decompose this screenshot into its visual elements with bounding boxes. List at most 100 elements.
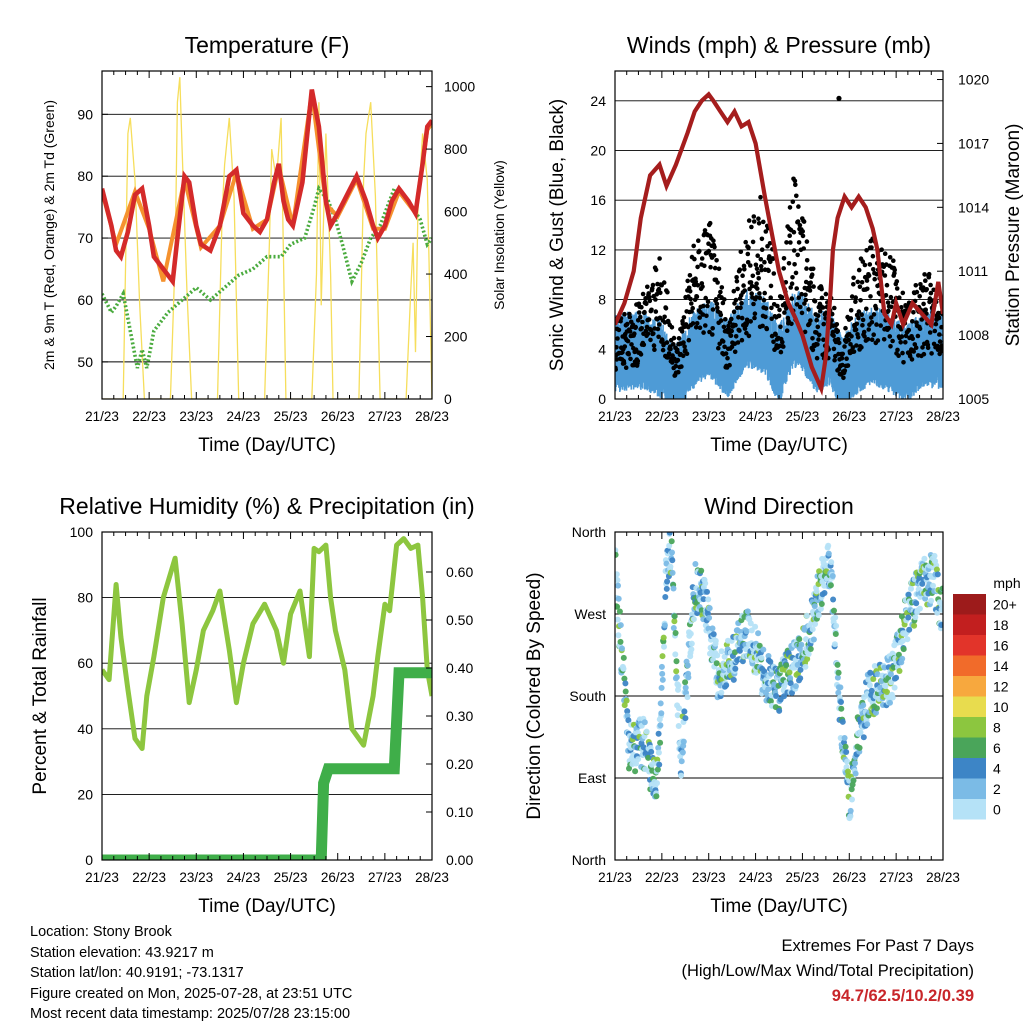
- gust-point: [670, 360, 675, 365]
- direction-point: [712, 637, 719, 644]
- gust-point: [704, 313, 709, 319]
- direction-point: [802, 663, 809, 670]
- gust-point: [815, 313, 821, 319]
- gust-point: [849, 294, 855, 299]
- gust-point: [869, 337, 875, 343]
- x-tick-label: 23/23: [179, 870, 213, 885]
- gust-point: [856, 309, 862, 314]
- gust-point: [892, 267, 897, 273]
- gust-point: [869, 245, 874, 250]
- direction-point: [758, 654, 765, 661]
- gust-point: [615, 336, 620, 341]
- gust-point: [840, 351, 845, 357]
- pressure-line: [615, 91, 943, 396]
- direction-point: [736, 647, 743, 654]
- direction-point: [673, 668, 680, 675]
- x-tick-label: 24/23: [739, 409, 773, 424]
- gust-point: [856, 315, 861, 321]
- plot-border: [614, 531, 944, 861]
- direction-point: [904, 636, 911, 643]
- gust-point: [731, 309, 737, 315]
- gust-point: [715, 280, 720, 285]
- gust-point: [831, 333, 836, 339]
- gust-point: [760, 323, 765, 329]
- colorbar-swatch: [953, 676, 986, 697]
- gust-point: [700, 312, 706, 317]
- colorbar-swatch: [953, 778, 986, 799]
- gust-point: [715, 305, 720, 311]
- gust-point: [872, 276, 877, 282]
- direction-point: [657, 722, 664, 729]
- direction-point: [905, 591, 912, 598]
- gust-point: [778, 349, 784, 355]
- x-tick-label: 23/23: [179, 409, 213, 424]
- x-tick-label: 25/23: [274, 870, 308, 885]
- direction-point: [838, 699, 844, 705]
- gust-point: [754, 295, 759, 300]
- x-tick-label: 28/23: [415, 870, 449, 885]
- direction-point: [786, 669, 793, 676]
- gust-point: [797, 223, 803, 228]
- gust-point: [633, 324, 638, 330]
- gust-point: [891, 258, 896, 264]
- gust-point: [790, 199, 796, 204]
- direction-point: [767, 698, 774, 705]
- colorbar-swatch: [953, 655, 986, 676]
- direction-point: [698, 567, 705, 574]
- gust-point: [797, 304, 803, 310]
- gust-point: [853, 327, 859, 333]
- gust-point: [652, 347, 657, 353]
- y-tick-label: 12: [590, 242, 606, 258]
- gust-point: [763, 229, 769, 234]
- direction-point: [669, 557, 676, 564]
- x-tick-label: 21/23: [598, 409, 632, 424]
- gust-point: [769, 333, 775, 339]
- gust-point: [800, 233, 806, 239]
- gust-point: [848, 308, 854, 313]
- gust-point: [655, 326, 661, 332]
- gust-point: [653, 297, 658, 302]
- y-tick-label: North: [572, 852, 606, 868]
- gust-point: [846, 337, 851, 343]
- gust-point: [780, 339, 785, 345]
- gust-point: [929, 351, 934, 356]
- gust-point: [897, 295, 902, 301]
- direction-point: [825, 550, 832, 557]
- gust-point: [769, 305, 774, 311]
- direction-point: [796, 636, 803, 643]
- gust-point: [937, 339, 943, 344]
- gust-point: [808, 318, 813, 323]
- direction-point: [810, 636, 817, 643]
- gust-point: [729, 328, 734, 334]
- direction-point: [662, 594, 669, 600]
- gust-point: [746, 333, 752, 339]
- y-tick-label: West: [574, 606, 606, 622]
- y-tick-label: 90: [77, 106, 93, 122]
- gust-point: [874, 322, 879, 327]
- gust-point: [656, 286, 662, 292]
- gust-point: [779, 295, 785, 300]
- gust-point: [793, 270, 799, 276]
- direction-point: [803, 612, 810, 619]
- gust-point: [900, 350, 905, 356]
- direction-point: [676, 705, 682, 712]
- y-right-tick-label: 1000: [444, 79, 475, 95]
- created-text: Figure created on Mon, 2025-07-28, at 23…: [30, 985, 353, 1002]
- direction-point: [617, 622, 624, 629]
- x-axis-label: Time (Day/UTC): [198, 896, 336, 917]
- gust-point: [812, 298, 818, 304]
- gust-point: [660, 347, 666, 353]
- direction-point: [643, 728, 650, 735]
- direction-point: [860, 734, 867, 741]
- direction-point: [773, 693, 780, 699]
- gust-point: [666, 351, 672, 356]
- direction-point: [831, 607, 837, 614]
- colorbar-label: 8: [993, 719, 1001, 735]
- gust-point: [865, 286, 870, 292]
- colorbar-swatch: [953, 614, 986, 635]
- gust-point: [794, 286, 799, 291]
- gust-point: [865, 337, 871, 342]
- gust-point: [690, 305, 695, 311]
- direction-point: [632, 768, 639, 775]
- direction-point: [723, 682, 730, 689]
